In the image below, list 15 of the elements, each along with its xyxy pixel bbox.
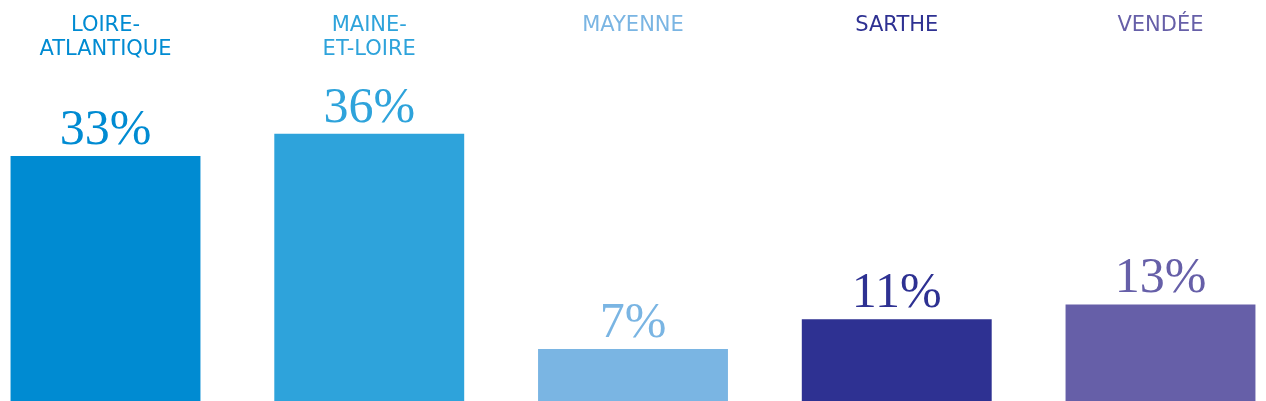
x-tick-label: LOIRE-ATLANTIQUE (39, 12, 172, 60)
data-label: 36% (323, 76, 416, 133)
x-tick-label: MAYENNE (582, 12, 684, 36)
x-tick-label: MAINE-ET-LOIRE (322, 12, 416, 60)
bar (274, 133, 465, 401)
data-label: 11% (851, 262, 942, 319)
x-tick-label: VENDÉE (1117, 11, 1204, 36)
bar (1065, 304, 1256, 401)
x-tick-label: SARTHE (855, 12, 939, 36)
bar (10, 155, 201, 401)
data-label: 13% (1114, 247, 1207, 304)
data-label: 33% (59, 98, 152, 155)
bar (538, 349, 728, 401)
data-label: 7% (599, 292, 667, 349)
bar (801, 319, 992, 401)
